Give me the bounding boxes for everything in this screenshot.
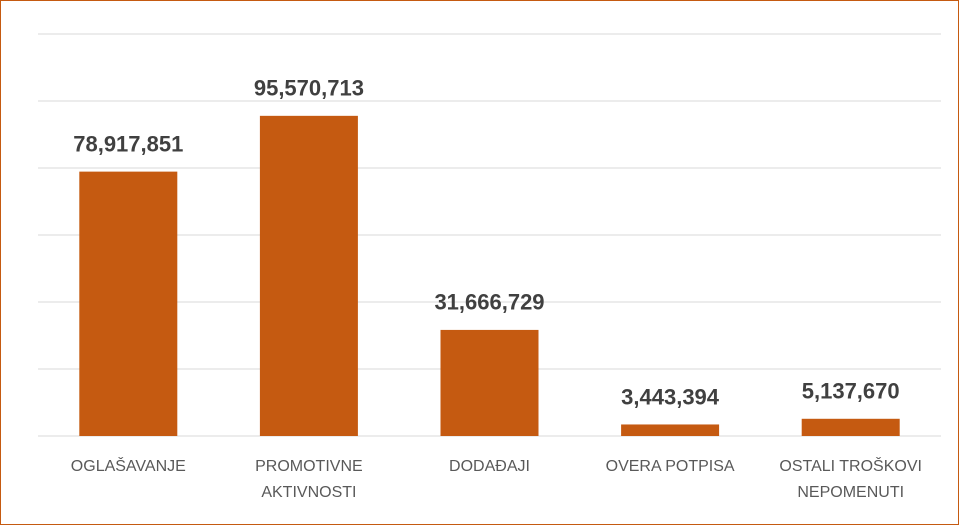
x-tick-label: OGLAŠAVANJE xyxy=(71,456,186,475)
x-tick-label: OSTALI TROŠKOVI NEPOMENUTI xyxy=(779,456,922,501)
x-tick-label: DODAĐAJI xyxy=(449,458,530,475)
bar xyxy=(801,418,900,436)
value-label: 78,917,851 xyxy=(73,131,183,156)
value-label: 31,666,729 xyxy=(434,290,544,315)
bar xyxy=(440,329,539,436)
value-label: 3,443,394 xyxy=(621,384,720,409)
bar xyxy=(259,115,358,437)
x-tick-label: OVERA POTPISA xyxy=(606,458,735,475)
bar xyxy=(79,171,178,437)
bar xyxy=(621,424,720,436)
value-label: 95,570,713 xyxy=(254,76,364,101)
value-label: 5,137,670 xyxy=(802,379,900,404)
x-tick-label: PROMOTIVNE AKTIVNOSTI xyxy=(255,458,363,501)
